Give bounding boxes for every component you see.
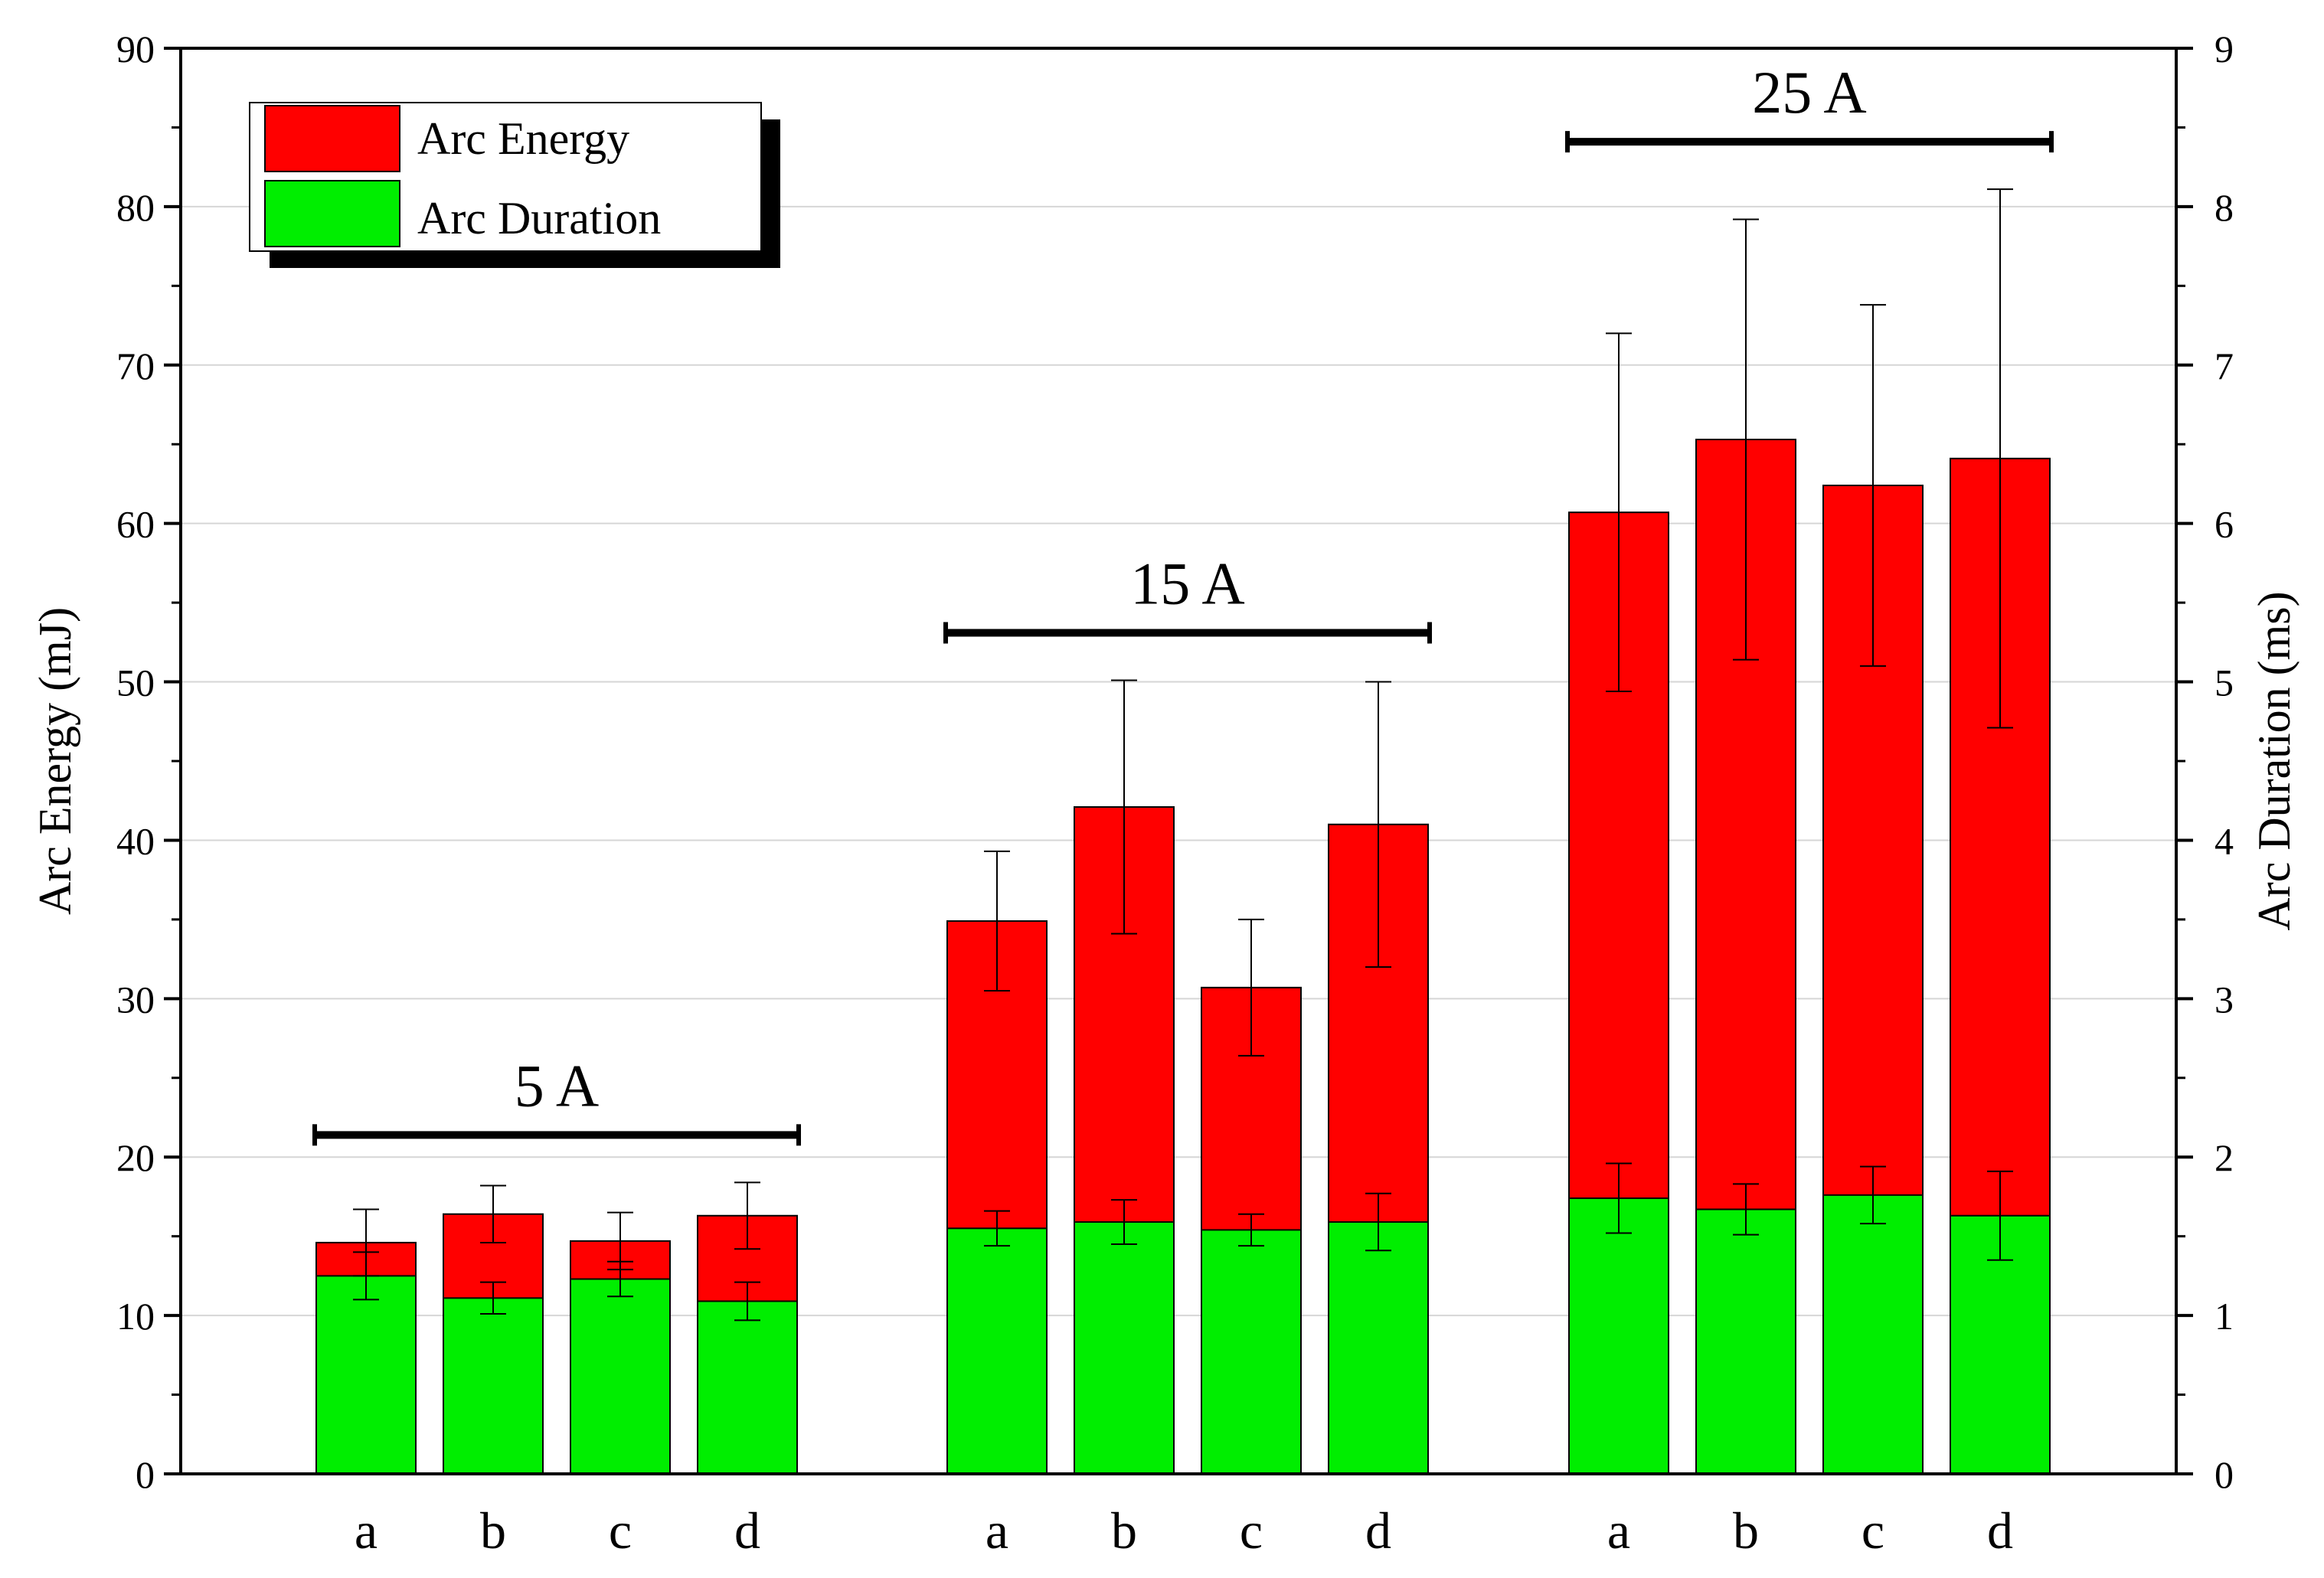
x-tick-label: d	[1987, 1501, 2013, 1560]
error-bars	[353, 188, 2013, 1322]
group-label: 15 A	[1130, 550, 1245, 616]
group-label: 25 A	[1752, 59, 1867, 126]
bar-arc-duration	[443, 1297, 544, 1475]
bar-arc-duration	[1695, 1208, 1796, 1475]
y-tick-label-right: 1	[2215, 1295, 2234, 1338]
x-tick-label: c	[1240, 1501, 1263, 1560]
bar-arc-duration	[1201, 1229, 1302, 1475]
error-bar-arc-energy	[1111, 679, 1137, 935]
error-bar-arc-duration	[480, 1281, 506, 1315]
bar-arc-duration	[1568, 1197, 1669, 1475]
x-tick-label: b	[1733, 1501, 1759, 1560]
legend-label-arc-energy: Arc Energy	[417, 113, 629, 164]
error-bar-arc-duration	[1606, 1162, 1632, 1234]
y-axis-label-left: Arc Energy (mJ)	[30, 607, 80, 915]
y-tick-label-right: 3	[2215, 978, 2234, 1021]
x-tick-label: d	[1365, 1501, 1391, 1560]
y-tick-label-right: 6	[2215, 503, 2234, 546]
group-brackets: 5 A 15 A 25 A	[312, 59, 2054, 1146]
y-tick-label-left: 50	[116, 662, 155, 704]
error-bar-arc-duration	[1860, 1165, 1886, 1225]
bar-arc-duration	[697, 1300, 798, 1475]
y-tick-label-left: 60	[116, 503, 155, 546]
error-bar-arc-energy	[1238, 918, 1264, 1057]
y-tick-label-left: 0	[136, 1453, 155, 1496]
axes: 0 10 20 30 40 50 60 70 80 90 0 1 2 3 4 5 6 7 8 9 a b c d a b c d a b c…	[116, 28, 2234, 1560]
error-bar-arc-duration	[607, 1260, 633, 1298]
bar-arc-duration	[1328, 1221, 1429, 1475]
x-tick-label: b	[1111, 1501, 1137, 1560]
y-axis-label-right: Arc Duration (ms)	[2249, 591, 2299, 930]
legend: Arc Energy Arc Duration	[249, 102, 780, 268]
grid-lines	[181, 205, 2176, 1317]
x-tick-label: a	[1607, 1501, 1630, 1560]
error-bar-arc-duration	[353, 1251, 379, 1301]
x-tick-label: c	[1861, 1501, 1884, 1560]
y-tick-label-left: 90	[116, 28, 155, 70]
error-bar-arc-duration	[1365, 1192, 1391, 1252]
group-label: 5 A	[515, 1052, 600, 1119]
bar-arc-duration	[1074, 1221, 1175, 1475]
y-tick-label-left: 70	[116, 345, 155, 387]
error-bar-arc-duration	[1238, 1213, 1264, 1247]
y-tick-label-left: 10	[116, 1295, 155, 1338]
x-tick-label: a	[985, 1501, 1008, 1560]
error-bar-arc-energy	[1606, 332, 1632, 692]
bar-arc-duration	[315, 1275, 417, 1475]
bar-arc-duration	[1822, 1194, 1924, 1475]
bars	[315, 439, 2051, 1475]
y-tick-label-left: 40	[116, 819, 155, 862]
legend-label-arc-duration: Arc Duration	[417, 193, 661, 243]
y-tick-label-left: 80	[116, 186, 155, 229]
x-tick-label: c	[609, 1501, 632, 1560]
bar-arc-duration	[570, 1278, 671, 1475]
error-bar-arc-energy	[1860, 304, 1886, 667]
error-bar-arc-energy	[1733, 218, 1759, 661]
x-tick-label: d	[734, 1501, 760, 1560]
y-tick-label-right: 0	[2215, 1453, 2234, 1496]
error-bar-arc-duration	[984, 1210, 1010, 1247]
error-bar-arc-duration	[1733, 1183, 1759, 1236]
error-bar-arc-duration	[734, 1281, 760, 1322]
y-tick-label-right: 9	[2215, 28, 2234, 70]
error-bar-arc-duration	[1987, 1170, 2013, 1261]
error-bar-arc-energy	[480, 1184, 506, 1243]
error-bar-arc-duration	[1111, 1199, 1137, 1246]
legend-swatch-arc-duration	[264, 180, 400, 247]
bar-arc-duration	[946, 1227, 1048, 1475]
x-tick-label: a	[355, 1501, 378, 1560]
y-tick-label-left: 20	[116, 1136, 155, 1179]
x-tick-label: b	[480, 1501, 506, 1560]
y-tick-label-right: 7	[2215, 345, 2234, 387]
y-tick-label-right: 8	[2215, 186, 2234, 229]
y-tick-label-right: 4	[2215, 819, 2234, 862]
error-bar-arc-energy	[1365, 681, 1391, 968]
error-bar-arc-energy	[734, 1181, 760, 1250]
error-bar-arc-energy	[984, 850, 1010, 992]
legend-swatch-arc-energy	[264, 105, 400, 172]
y-tick-label-right: 5	[2215, 662, 2234, 704]
error-bar-arc-energy	[1987, 188, 2013, 729]
y-tick-label-right: 2	[2215, 1136, 2234, 1179]
y-tick-label-left: 30	[116, 978, 155, 1021]
